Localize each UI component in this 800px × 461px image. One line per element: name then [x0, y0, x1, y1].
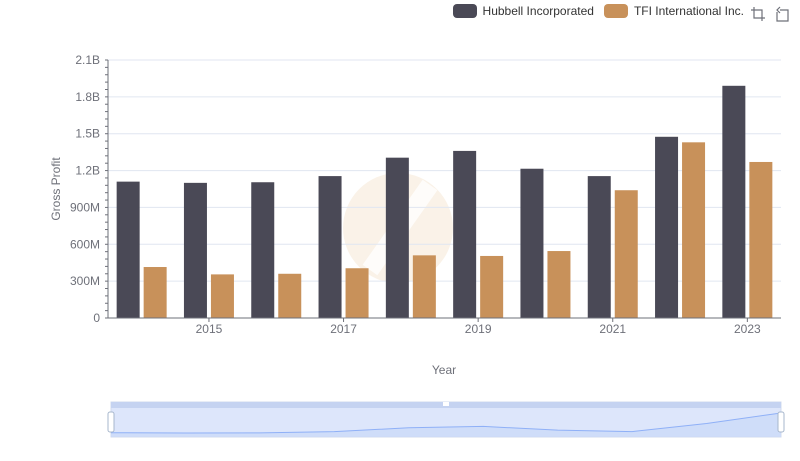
bar-hubbell-2022[interactable]: [655, 136, 679, 318]
bar-hubbell-2020[interactable]: [520, 168, 544, 318]
y-tick-label: 600M: [70, 237, 100, 251]
grid-lines: [108, 59, 781, 319]
y-tick-label: 1.8B: [75, 90, 100, 104]
bar-tfi-2014[interactable]: [143, 267, 167, 318]
bar-tfi-2016[interactable]: [278, 273, 302, 318]
x-tick-label: 2019: [465, 322, 492, 336]
bar-hubbell-2014[interactable]: [116, 181, 140, 318]
bar-tfi-2015[interactable]: [210, 274, 234, 318]
bar-tfi-2019[interactable]: [480, 255, 504, 318]
slider-move-grip[interactable]: [443, 402, 449, 406]
slider-preview-area: [111, 413, 781, 437]
slider-handle-right[interactable]: [777, 411, 785, 433]
legend-swatch-tfi: [603, 4, 628, 18]
legend-label-tfi: TFI International Inc.: [633, 4, 744, 18]
data-zoom-slider[interactable]: [107, 401, 785, 438]
y-tick-label: 300M: [70, 274, 100, 288]
legend-item-hubbell[interactable]: Hubbell Incorporated: [452, 4, 594, 18]
bar-hubbell-2018[interactable]: [385, 157, 409, 318]
y-tick-label: 900M: [70, 200, 100, 214]
slider-handle-left[interactable]: [107, 411, 115, 433]
bar-hubbell-2016[interactable]: [251, 182, 275, 318]
bar-hubbell-2021[interactable]: [587, 176, 611, 318]
bar-tfi-2021[interactable]: [614, 190, 638, 318]
bar-hubbell-2023[interactable]: [722, 85, 746, 318]
x-axis-title: Year: [432, 363, 456, 377]
bar-hubbell-2019[interactable]: [453, 150, 477, 318]
legend-item-tfi[interactable]: TFI International Inc.: [603, 4, 744, 18]
slider-preview-line: [110, 412, 782, 434]
restore-icon[interactable]: [774, 6, 790, 22]
x-tick-label: 2021: [599, 322, 626, 336]
bar-tfi-2018[interactable]: [412, 255, 436, 318]
bar-hubbell-2017[interactable]: [318, 176, 342, 318]
y-tick-label: 1.5B: [75, 127, 100, 141]
bar-tfi-2017[interactable]: [345, 268, 369, 318]
y-tick-label: 0: [93, 311, 100, 325]
bars: [116, 85, 773, 318]
bar-tfi-2023[interactable]: [749, 161, 773, 318]
x-tick-label: 2017: [330, 322, 357, 336]
legend: Hubbell Incorporated TFI International I…: [452, 4, 744, 18]
toolbox: [750, 6, 790, 22]
bar-tfi-2022[interactable]: [682, 142, 706, 318]
legend-swatch-hubbell: [452, 4, 477, 18]
x-tick-label: 2015: [196, 322, 223, 336]
axes: 0 300M 600M 900M 1.2B 1.5B 1.8B 2.1B 2015 2017 201…: [70, 53, 781, 336]
y-tick-label: 1.2B: [75, 164, 100, 178]
legend-label-hubbell: Hubbell Incorporated: [482, 4, 594, 18]
zoom-icon[interactable]: [750, 6, 766, 22]
x-tick-label: 2023: [734, 322, 761, 336]
y-tick-label: 2.1B: [75, 53, 100, 67]
bar-tfi-2020[interactable]: [547, 251, 571, 318]
bar-hubbell-2015[interactable]: [183, 182, 207, 318]
y-axis-title: Gross Profit: [49, 157, 63, 221]
